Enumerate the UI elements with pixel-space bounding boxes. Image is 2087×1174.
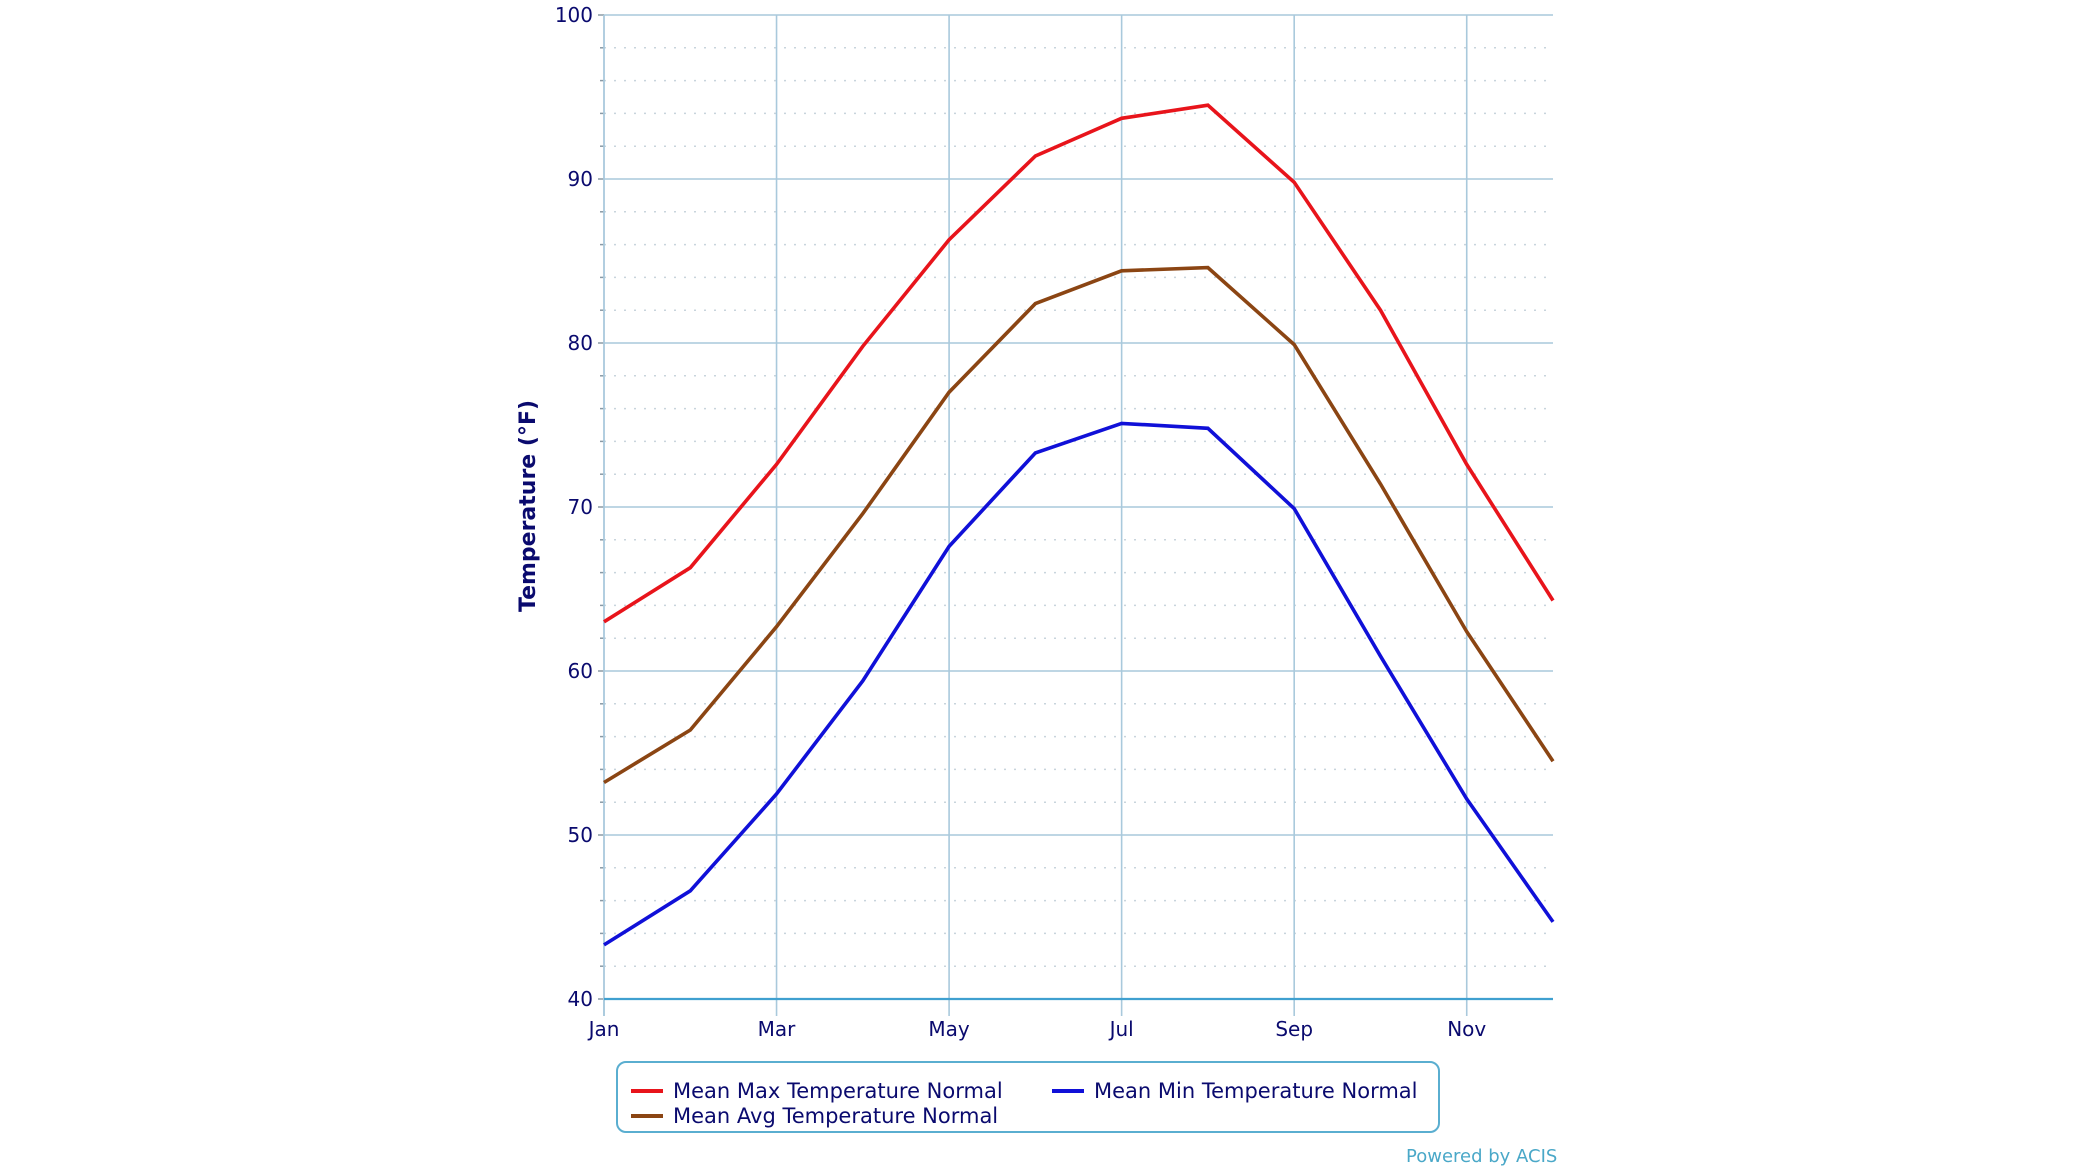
- x-tick-label: May: [928, 1017, 970, 1041]
- legend-swatch-min: [1052, 1089, 1084, 1093]
- axes: [603, 15, 1553, 1016]
- y-axis-title: Temperature (°F): [516, 400, 541, 612]
- y-tick-label: 90: [568, 167, 593, 191]
- legend-label-min: Mean Min Temperature Normal: [1094, 1079, 1418, 1103]
- vertical-gridlines: [603, 15, 1468, 1016]
- y-tick-label: 40: [568, 987, 593, 1011]
- x-tick-label: Nov: [1447, 1017, 1486, 1041]
- legend-swatch-max: [631, 1089, 663, 1093]
- x-tick-label: Mar: [758, 1017, 797, 1041]
- series-line-max: [603, 103, 1555, 624]
- powered-by-acis-link[interactable]: Powered by ACIS: [1406, 1146, 1558, 1167]
- minor-gridlines: [600, 47, 1553, 967]
- y-tick-label: 100: [555, 3, 593, 27]
- series-lines: [603, 103, 1555, 947]
- x-tick-label: Sep: [1275, 1017, 1313, 1041]
- x-tick-label: Jul: [1108, 1017, 1134, 1041]
- series-line-avg: [603, 265, 1555, 785]
- x-tick-label: Jan: [587, 1017, 620, 1041]
- series-line-min: [603, 421, 1555, 947]
- legend-label-avg: Mean Avg Temperature Normal: [673, 1104, 999, 1128]
- y-tick-label: 70: [568, 495, 593, 519]
- legend-label-max: Mean Max Temperature Normal: [673, 1079, 1003, 1103]
- legend: Mean Max Temperature Normal Mean Min Tem…: [616, 1061, 1440, 1133]
- y-tick-label: 60: [568, 659, 593, 683]
- x-tick-labels: Jan Mar May Jul Sep Nov: [587, 1017, 1487, 1041]
- y-tick-label: 80: [568, 331, 593, 355]
- y-tick-labels: 40 50 60 70 80 90 100: [555, 3, 593, 1011]
- y-tick-label: 50: [568, 823, 593, 847]
- legend-item-min[interactable]: Mean Min Temperature Normal: [1052, 1078, 1418, 1104]
- legend-swatch-avg: [631, 1114, 663, 1118]
- legend-item-avg[interactable]: Mean Avg Temperature Normal: [631, 1103, 998, 1129]
- legend-item-max[interactable]: Mean Max Temperature Normal: [631, 1078, 1003, 1104]
